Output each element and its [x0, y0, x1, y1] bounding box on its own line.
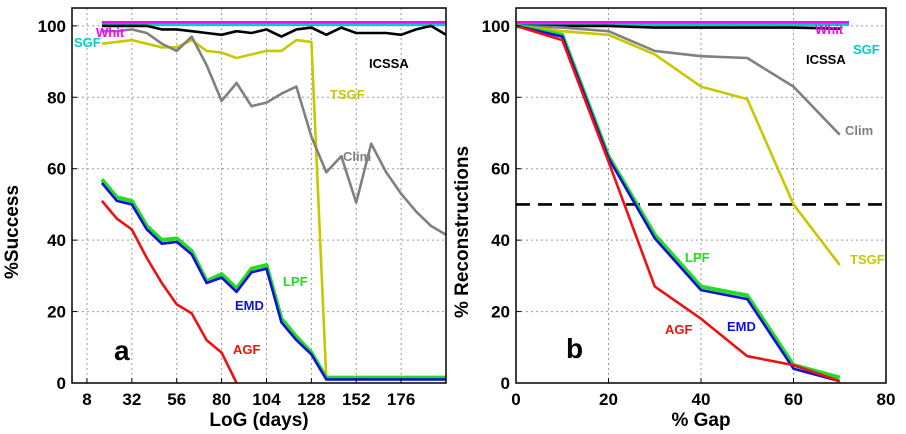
y-tick-label: 100 — [38, 17, 66, 36]
panel-b: 0 20 40 60 80 0 20 40 60 80 100 % Gap % Reconstructi… — [452, 7, 896, 431]
series-line-icssa — [101, 24, 447, 38]
series-label-tsgf: TSGF — [330, 87, 365, 102]
x-tick-label: 40 — [692, 390, 711, 409]
x-tick-label: 80 — [212, 390, 231, 409]
series-label-clim: Clim — [845, 123, 873, 138]
series-line-lpf — [100, 178, 446, 380]
series-line-icssa — [516, 24, 840, 30]
series-label-whit: Whit — [815, 22, 844, 37]
x-tick-label: 8 — [82, 390, 91, 409]
y-tick-label: 100 — [482, 17, 510, 36]
series-label-emd: EMD — [727, 319, 756, 334]
y-tick-label: 20 — [491, 303, 510, 322]
series-line-tsgf — [515, 24, 841, 266]
y-tick-label: 80 — [491, 88, 510, 107]
x-tick-label: 32 — [122, 390, 141, 409]
series-line-agf — [515, 24, 841, 383]
y-tick-label: 40 — [491, 231, 510, 250]
y-tick-label: 0 — [501, 374, 510, 393]
series-label-emd: EMD — [235, 298, 264, 313]
x-tick-label: 104 — [252, 390, 281, 409]
x-tick-label: 176 — [387, 390, 415, 409]
panel-letter: b — [566, 333, 583, 364]
y-tick-label: 60 — [47, 160, 66, 179]
y-tick-label: 0 — [57, 374, 66, 393]
series-label-clim: Clim — [343, 149, 371, 164]
y-tick-label: 20 — [47, 303, 66, 322]
series-label-agf: AGF — [233, 342, 261, 357]
series-label-icssa: ICSSA — [806, 52, 846, 67]
series-line-clim — [101, 28, 447, 236]
series-label-icssa: ICSSA — [369, 56, 409, 71]
y-tick-label: 40 — [47, 231, 66, 250]
y-axis-label: %Success — [2, 185, 23, 279]
x-tick-label: 0 — [511, 390, 520, 409]
x-tick-label: 152 — [342, 390, 370, 409]
plot-frame — [71, 7, 447, 384]
series-label-tsgf: TSGF — [850, 252, 885, 267]
panel-letter: a — [114, 335, 130, 366]
series-label-whit: Whit — [96, 25, 125, 40]
series-label-sgf: SGF — [74, 35, 101, 50]
x-tick-label: 80 — [877, 390, 896, 409]
x-axis-label: % Gap — [671, 410, 730, 431]
x-axis-label: LoG (days) — [209, 410, 308, 431]
series-line-clim — [515, 24, 841, 136]
series-label-sgf: SGF — [853, 42, 880, 57]
panel-a: 8 32 56 80 104 128 152 176 0 20 40 60 80 100 LoG (days… — [2, 7, 447, 431]
series-line-tsgf — [101, 38, 446, 381]
x-tick-label: 20 — [599, 390, 618, 409]
x-tick-label: 128 — [297, 390, 325, 409]
series-label-agf: AGF — [665, 322, 693, 337]
series-line-emd — [100, 182, 446, 381]
y-axis-label: % Reconstructions — [452, 146, 473, 318]
series-label-lpf: LPF — [283, 274, 308, 289]
x-tick-label: 60 — [784, 390, 803, 409]
series-line-agf — [100, 200, 238, 384]
y-tick-label: 80 — [47, 88, 66, 107]
y-tick-label: 60 — [491, 160, 510, 179]
x-tick-label: 56 — [167, 390, 186, 409]
series-label-lpf: LPF — [685, 250, 710, 265]
